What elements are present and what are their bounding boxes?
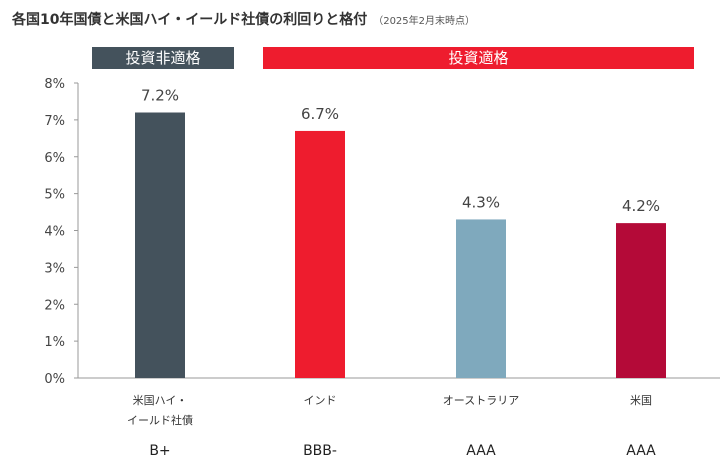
y-axis: 0% 1% 2% 3% 4% 5% 6% 7% 8% xyxy=(44,77,79,387)
x-axis-labels: 米国ハイ・イールド社債 B+ インド BBB- オーストラリア AAA 米国 AAA xyxy=(127,394,656,459)
band-non-investment-grade-label: 投資非適格 xyxy=(125,49,201,67)
y-tick-label: 8% xyxy=(44,77,65,92)
bar xyxy=(456,219,506,378)
band-investment-grade: 投資適格 xyxy=(263,47,694,69)
y-tick-label: 5% xyxy=(44,188,65,203)
category-label: インド xyxy=(304,394,337,407)
data-label: 7.2% xyxy=(141,87,179,105)
y-tick-label: 2% xyxy=(44,298,65,313)
y-tick-label: 3% xyxy=(44,261,65,276)
rating-label: BBB- xyxy=(303,443,337,459)
band-non-investment-grade: 投資非適格 xyxy=(92,47,234,69)
category-label: イールド社債 xyxy=(127,413,193,427)
band-investment-grade-label: 投資適格 xyxy=(448,49,509,67)
data-label: 4.3% xyxy=(462,193,500,211)
data-label: 4.2% xyxy=(622,197,660,215)
rating-label: AAA xyxy=(466,443,496,459)
category-label: 米国ハイ・ xyxy=(133,394,188,407)
rating-label: B+ xyxy=(149,443,170,459)
y-tick-label: 6% xyxy=(44,151,65,166)
category-label: オーストラリア xyxy=(443,394,519,407)
category-label: 米国 xyxy=(630,394,652,407)
bars: 7.2% 6.7% 4.3% 4.2% xyxy=(135,87,666,378)
y-tick-label: 1% xyxy=(44,335,65,350)
chart-title-text: 各国10年国債と米国ハイ・イールド社債の利回りと格付 xyxy=(12,12,368,28)
bar xyxy=(295,130,345,378)
bar xyxy=(616,223,666,378)
bar xyxy=(135,112,185,378)
data-label: 6.7% xyxy=(301,105,339,123)
y-tick-label: 7% xyxy=(44,114,65,129)
y-tick-label: 0% xyxy=(44,372,65,387)
y-tick-label: 4% xyxy=(44,225,65,240)
chart-title: 各国10年国債と米国ハイ・イールド社債の利回りと格付 （2025年2月末時点） xyxy=(12,9,475,29)
rating-label: AAA xyxy=(626,443,656,459)
chart-subtitle: （2025年2月末時点） xyxy=(373,16,476,27)
